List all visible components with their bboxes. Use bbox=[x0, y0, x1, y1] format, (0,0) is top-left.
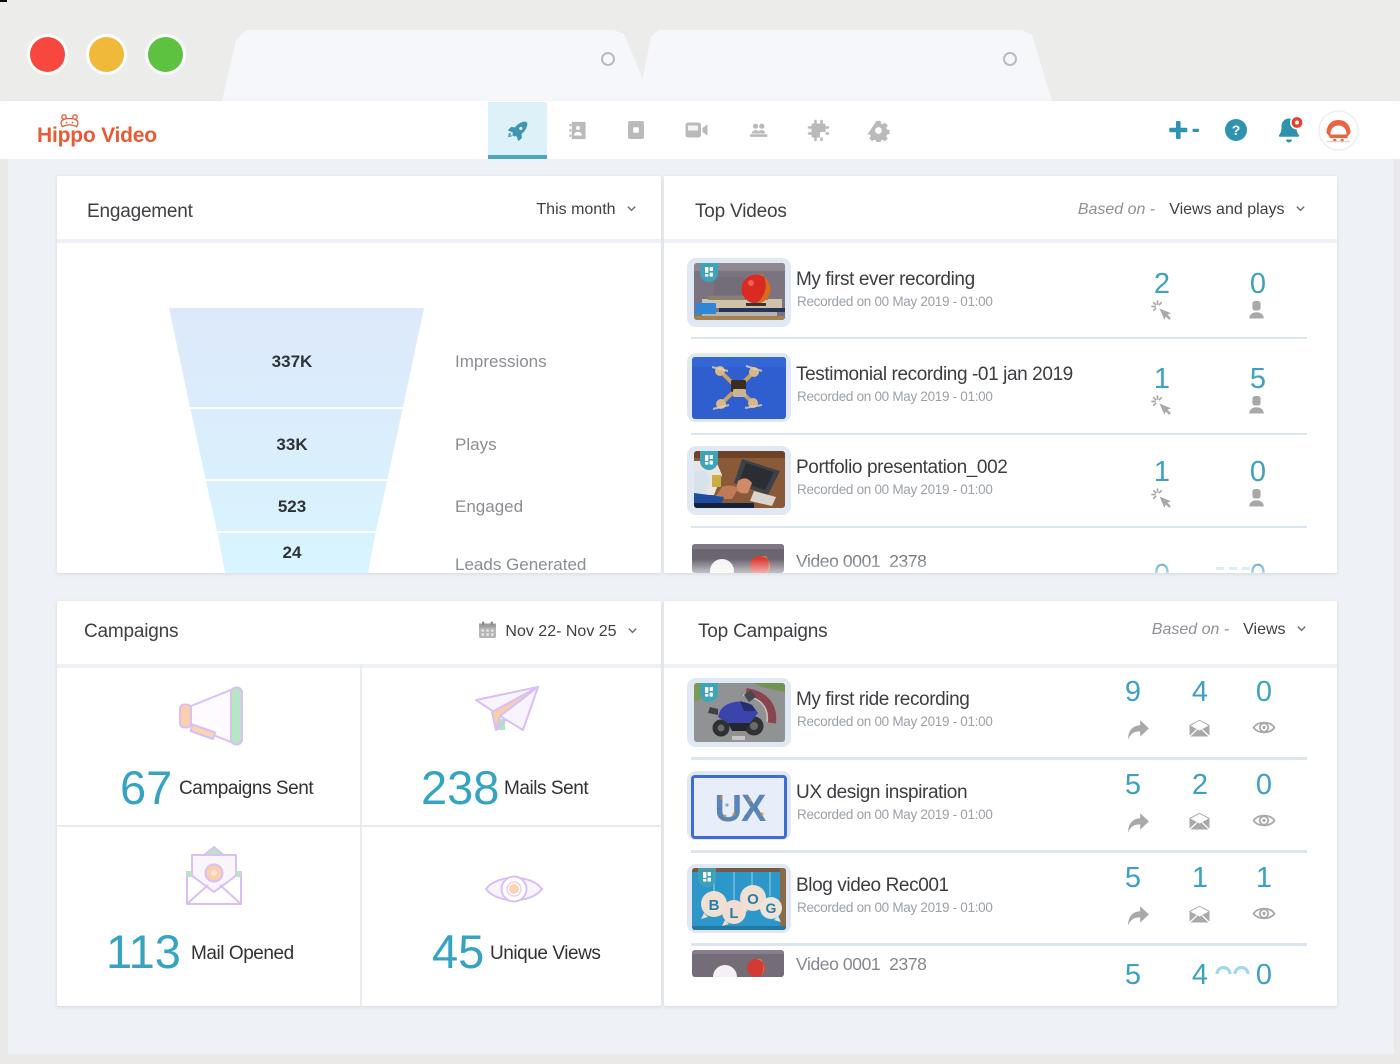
svg-text:L: L bbox=[729, 905, 738, 922]
svg-text:O: O bbox=[747, 891, 759, 908]
svg-text:Hippo Video: Hippo Video bbox=[37, 124, 157, 147]
svg-text:UX: UX bbox=[715, 788, 767, 830]
svg-text:?: ? bbox=[1232, 122, 1241, 138]
svg-text:B: B bbox=[709, 897, 720, 914]
svg-text:G: G bbox=[766, 900, 777, 916]
